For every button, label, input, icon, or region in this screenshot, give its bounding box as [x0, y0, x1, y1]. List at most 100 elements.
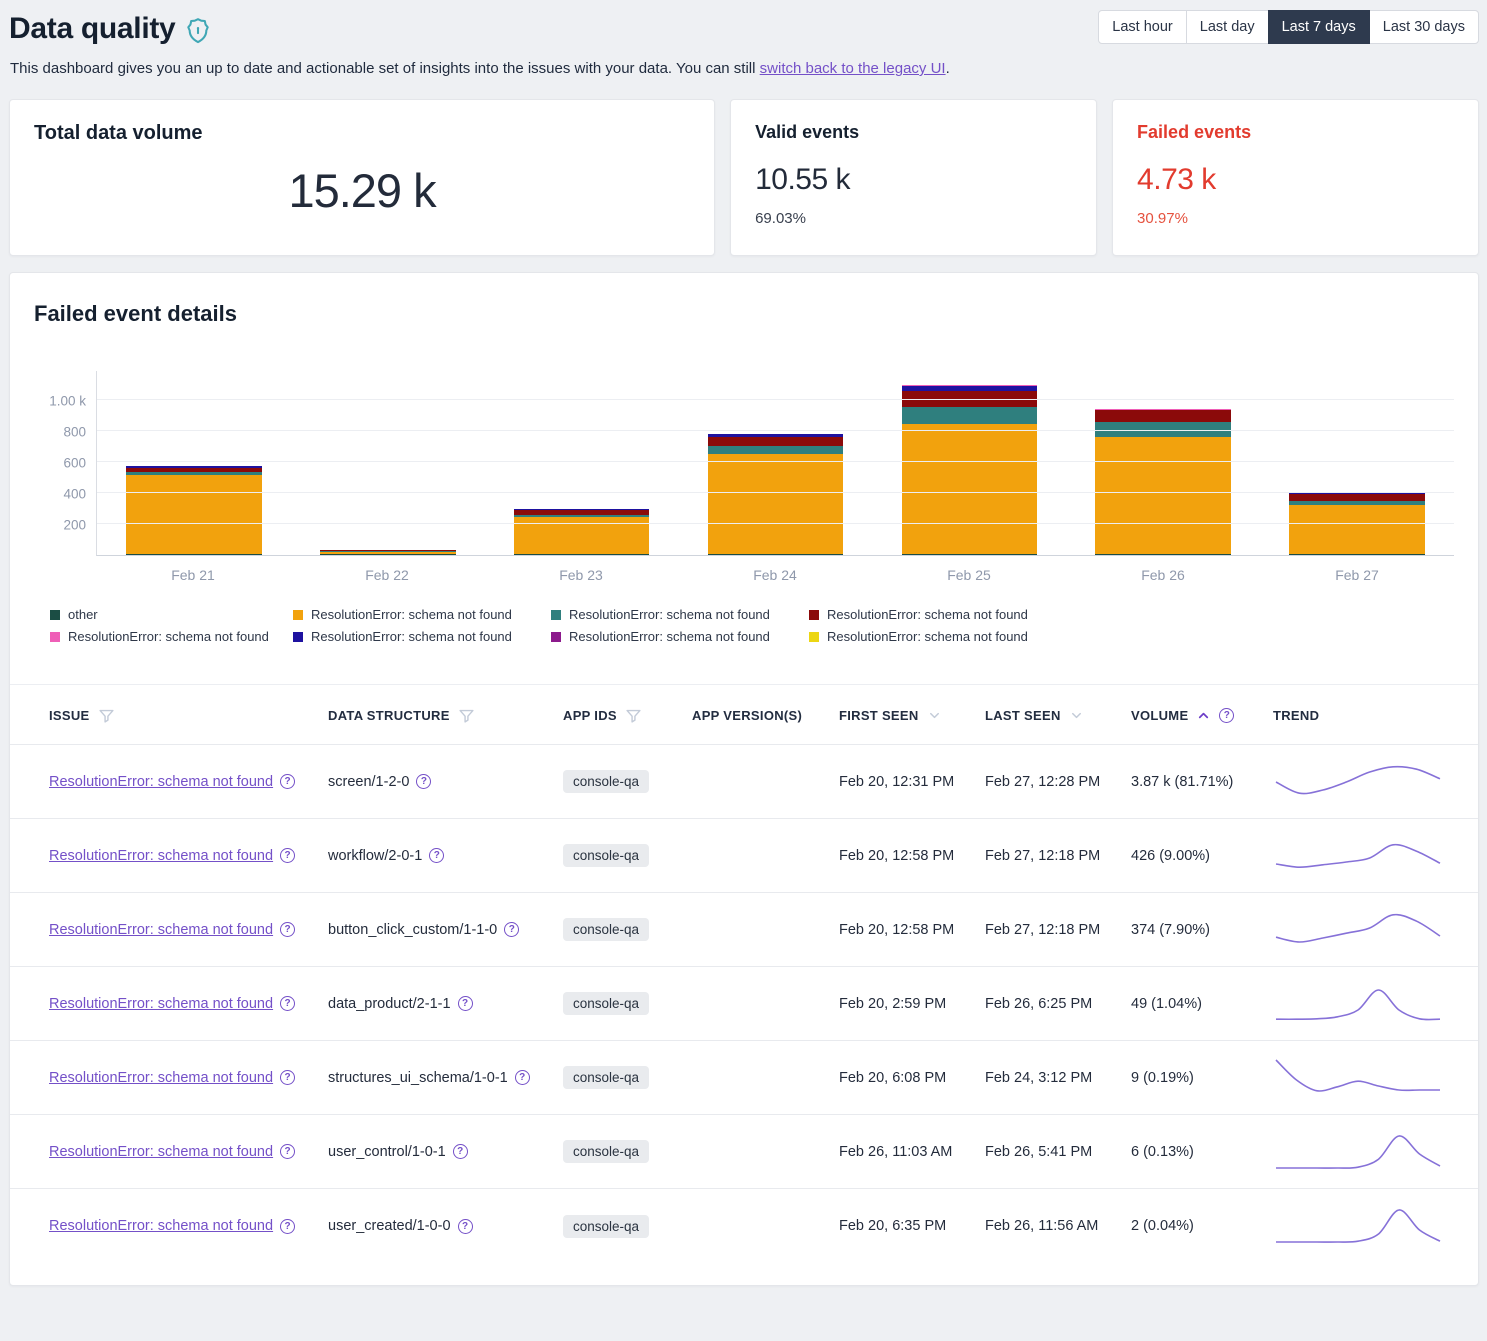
stacked-bar-feb-21[interactable]	[126, 466, 262, 555]
trend-sparkline	[1275, 843, 1441, 868]
stacked-bar-feb-25[interactable]	[901, 384, 1038, 555]
issue-link[interactable]: ResolutionError: schema not found	[49, 995, 274, 1012]
bar-segment	[513, 515, 650, 518]
help-icon[interactable]: ?	[514, 1070, 530, 1085]
column-header-app-version-s-: APP VERSION(S)	[692, 708, 839, 723]
x-tick-label: Feb 26	[1141, 567, 1185, 583]
help-icon[interactable]: ?	[416, 774, 432, 789]
help-icon[interactable]: ?	[280, 1218, 296, 1234]
help-icon[interactable]: ?	[457, 996, 473, 1011]
failed-event-details-title: Failed event details	[34, 301, 237, 326]
bar-segment	[126, 467, 262, 473]
legend-item[interactable]: ResolutionError: schema not found	[293, 629, 551, 644]
help-icon[interactable]: ?	[452, 1144, 468, 1159]
legend-item[interactable]: ResolutionError: schema not found	[551, 629, 809, 644]
last-seen-cell: Feb 24, 3:12 PM	[985, 1069, 1093, 1086]
section-divider	[10, 684, 1478, 685]
help-icon[interactable]: ?	[280, 996, 296, 1011]
stacked-bar-feb-24[interactable]	[707, 434, 844, 555]
help-icon[interactable]: ?	[280, 1070, 296, 1085]
trend-cell	[1273, 759, 1454, 805]
column-header-label: APP IDS	[563, 708, 617, 723]
legend-item[interactable]: ResolutionError: schema not found	[809, 607, 1067, 622]
failed-events-value: 4.73 k	[1137, 163, 1216, 196]
issue-link[interactable]: ResolutionError: schema not found	[49, 1069, 274, 1086]
time-range-last-7-days[interactable]: Last 7 days	[1267, 10, 1370, 44]
legacy-ui-link[interactable]: switch back to the legacy UI	[759, 60, 946, 77]
stacked-bar-feb-23[interactable]	[513, 508, 650, 555]
app-id-badge: console-qa	[563, 770, 650, 793]
data-structure-cell: data_product/2-1-1?	[328, 996, 563, 1012]
bar-segment	[707, 434, 844, 438]
legend-item[interactable]: ResolutionError: schema not found	[551, 607, 809, 622]
first-seen-cell: Feb 20, 2:59 PM	[839, 995, 947, 1012]
issue-link[interactable]: ResolutionError: schema not found	[49, 1143, 274, 1160]
total-data-volume-value: 15.29 k	[288, 164, 436, 217]
chart-gridline	[97, 398, 1454, 400]
issue-link[interactable]: ResolutionError: schema not found	[49, 773, 274, 790]
data-structure-cell: user_control/1-0-1?	[328, 1144, 563, 1160]
page-subtitle: This dashboard gives you an up to date a…	[10, 60, 1478, 77]
sort-chevron-up-icon[interactable]	[1196, 708, 1211, 723]
sort-chevron-down-icon[interactable]	[927, 708, 942, 723]
volume-cell: 9 (0.19%)	[1131, 1069, 1194, 1086]
filter-icon[interactable]	[625, 707, 642, 724]
column-header-issue[interactable]: ISSUE	[49, 707, 328, 724]
help-icon[interactable]: ?	[280, 1144, 296, 1159]
filter-icon[interactable]	[458, 707, 475, 724]
last-seen-cell: Feb 26, 11:56 AM	[985, 1218, 1099, 1234]
volume-cell: 6 (0.13%)	[1131, 1143, 1194, 1160]
bar-segment	[1095, 437, 1232, 554]
legend-label: ResolutionError: schema not found	[311, 629, 512, 644]
help-icon[interactable]: ?	[1219, 708, 1235, 723]
help-icon[interactable]: ?	[280, 774, 296, 789]
stacked-bar-feb-22[interactable]	[319, 549, 456, 555]
valid-events-percent: 69.03%	[755, 210, 806, 227]
column-header-data-structure[interactable]: DATA STRUCTURE	[328, 707, 563, 724]
bar-segment	[707, 437, 844, 446]
help-icon[interactable]: ?	[457, 1218, 473, 1234]
bar-segment	[707, 553, 844, 555]
help-icon[interactable]: ?	[280, 848, 296, 863]
legend-item[interactable]: other	[50, 607, 293, 622]
table-header-row: ISSUE DATA STRUCTURE APP IDS APP VERSION(S)…	[10, 707, 1478, 745]
app-id-badge: console-qa	[563, 918, 650, 941]
bar-slot	[291, 371, 485, 555]
issue-cell: ResolutionError: schema not found?	[49, 1070, 328, 1086]
time-range-last-30-days[interactable]: Last 30 days	[1368, 10, 1479, 44]
volume-cell: 3.87 k (81.71%)	[1131, 773, 1234, 790]
filter-icon[interactable]	[98, 707, 115, 724]
legend-item[interactable]: ResolutionError: schema not found	[809, 629, 1067, 644]
legend-item[interactable]: ResolutionError: schema not found	[50, 629, 293, 644]
legend-item[interactable]: ResolutionError: schema not found	[293, 607, 551, 622]
issue-link[interactable]: ResolutionError: schema not found	[49, 1218, 274, 1234]
column-header-app-ids[interactable]: APP IDS	[563, 707, 692, 724]
stacked-bar-feb-26[interactable]	[1095, 408, 1232, 555]
sort-chevron-down-icon[interactable]	[1069, 708, 1084, 723]
bar-slot	[1260, 371, 1454, 555]
chart-gridline	[97, 429, 1454, 431]
trend-sparkline	[1275, 765, 1441, 794]
last-seen-cell: Feb 27, 12:18 PM	[985, 921, 1101, 938]
trend-cell	[1273, 907, 1454, 953]
app-id-badge: console-qa	[563, 1214, 650, 1238]
bar-segment	[707, 453, 844, 554]
last-seen-cell: Feb 27, 12:28 PM	[985, 773, 1101, 790]
stacked-bar-feb-27[interactable]	[1289, 493, 1425, 555]
help-icon[interactable]: ?	[280, 922, 296, 937]
help-icon[interactable]: ?	[504, 922, 520, 937]
bar-segment	[319, 551, 456, 554]
data-structure-name: button_click_custom/1-1-0	[328, 921, 498, 938]
column-header-last-seen[interactable]: LAST SEEN	[985, 708, 1131, 723]
table-row: ResolutionError: schema not found? struct…	[10, 1041, 1478, 1115]
help-icon[interactable]: ?	[429, 848, 445, 863]
subtitle-text: This dashboard gives you an up to date a…	[10, 60, 760, 77]
bar-segment	[513, 508, 650, 510]
column-header-volume[interactable]: VOLUME?	[1131, 708, 1273, 723]
column-header-first-seen[interactable]: FIRST SEEN	[839, 708, 985, 723]
issue-link[interactable]: ResolutionError: schema not found	[49, 921, 274, 938]
trend-sparkline	[1275, 988, 1441, 1020]
issue-link[interactable]: ResolutionError: schema not found	[49, 847, 274, 864]
time-range-last-day[interactable]: Last day	[1185, 10, 1269, 44]
time-range-last-hour[interactable]: Last hour	[1098, 10, 1187, 44]
